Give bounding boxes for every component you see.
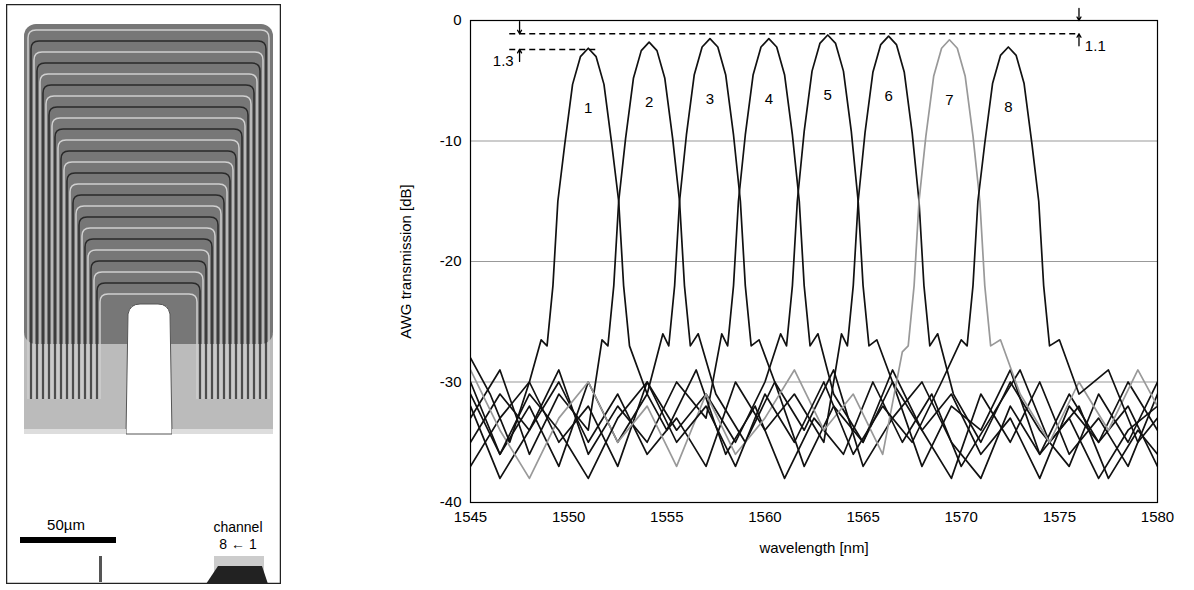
svg-text:-20: -20 — [440, 252, 462, 269]
svg-text:3: 3 — [706, 90, 714, 107]
svg-text:4: 4 — [765, 90, 773, 107]
svg-text:8 ← 1: 8 ← 1 — [219, 536, 257, 552]
svg-text:-40: -40 — [439, 493, 462, 511]
svg-text:1565: 1565 — [846, 508, 879, 525]
svg-text:2: 2 — [645, 93, 653, 110]
svg-text:AWG transmission [dB]: AWG transmission [dB] — [397, 184, 414, 338]
svg-text:1560: 1560 — [748, 508, 781, 525]
svg-text:-30: -30 — [440, 373, 462, 390]
svg-text:channel: channel — [213, 519, 262, 535]
svg-text:6: 6 — [884, 87, 892, 104]
svg-text:1545: 1545 — [454, 508, 487, 525]
svg-text:wavelength [nm]: wavelength [nm] — [758, 539, 868, 556]
svg-text:0: 0 — [453, 11, 461, 28]
svg-text:50µm: 50µm — [47, 516, 85, 533]
svg-text:1570: 1570 — [945, 508, 978, 525]
svg-text:7: 7 — [945, 91, 953, 108]
svg-text:5: 5 — [824, 86, 832, 103]
svg-text:1580: 1580 — [1141, 508, 1174, 525]
svg-text:1: 1 — [584, 99, 592, 116]
svg-text:1.1: 1.1 — [1085, 37, 1106, 54]
svg-text:1550: 1550 — [552, 508, 585, 525]
svg-text:1.3: 1.3 — [493, 52, 514, 69]
svg-text:1555: 1555 — [650, 508, 683, 525]
svg-text:-10: -10 — [440, 132, 462, 149]
svg-text:8: 8 — [1004, 98, 1012, 115]
svg-text:1575: 1575 — [1043, 508, 1076, 525]
